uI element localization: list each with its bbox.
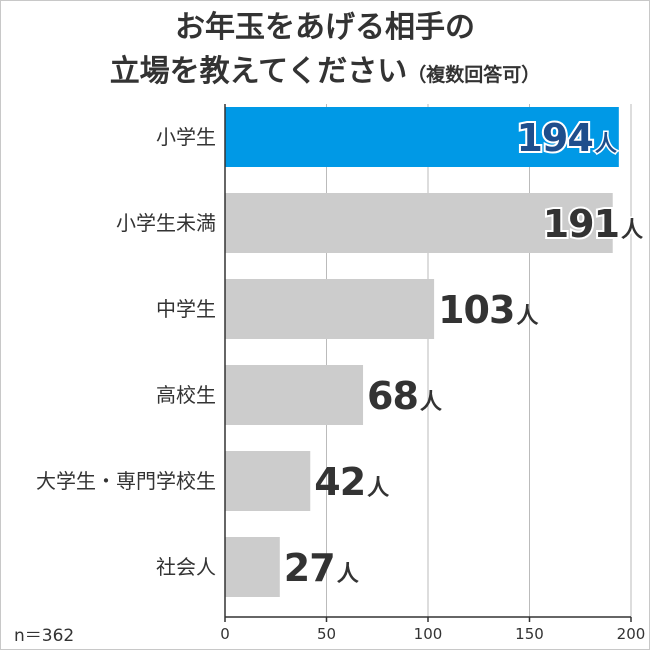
- title-line-2-suffix: （複数回答可）: [407, 64, 541, 86]
- sample-size-note: n＝362: [14, 626, 75, 646]
- data-label-unit: 人: [367, 476, 389, 501]
- data-label-unit: 人: [595, 132, 617, 157]
- data-label: 27: [284, 546, 335, 590]
- title-line-2-main: 立場を教えてください: [109, 54, 408, 89]
- bar: [225, 365, 364, 425]
- data-label: 191: [543, 202, 619, 246]
- category-label: 小学生: [156, 125, 216, 149]
- data-label-unit: 人: [516, 304, 538, 329]
- x-tick-label: 150: [515, 625, 544, 643]
- chart-title: お年玉をあげる相手の 立場を教えてください（複数回答可）: [0, 6, 650, 97]
- x-tick-label: 100: [414, 625, 443, 643]
- data-label-unit: 人: [337, 562, 359, 587]
- data-label: 42: [314, 460, 365, 504]
- bar: [225, 107, 619, 167]
- x-tick-label: 200: [617, 625, 646, 643]
- title-line-1: お年玉をあげる相手の: [175, 10, 475, 45]
- bar: [225, 279, 435, 339]
- bar: [225, 451, 311, 511]
- category-label: 大学生・専門学校生: [36, 469, 216, 493]
- category-label: 小学生未満: [116, 211, 216, 235]
- category-label: 高校生: [156, 383, 216, 407]
- data-label: 103: [438, 288, 514, 332]
- category-label: 中学生: [156, 297, 216, 321]
- x-tick-label: 50: [317, 625, 336, 643]
- category-label: 社会人: [156, 555, 216, 579]
- bar: [225, 193, 613, 253]
- data-label: 68: [367, 374, 418, 418]
- x-tick-label: 0: [220, 625, 230, 643]
- bar: [225, 537, 280, 597]
- data-label: 194: [516, 116, 592, 160]
- data-label-unit: 人: [420, 390, 442, 415]
- title-line-2: 立場を教えてください（複数回答可）: [0, 50, 650, 97]
- data-label-unit: 人: [621, 218, 643, 243]
